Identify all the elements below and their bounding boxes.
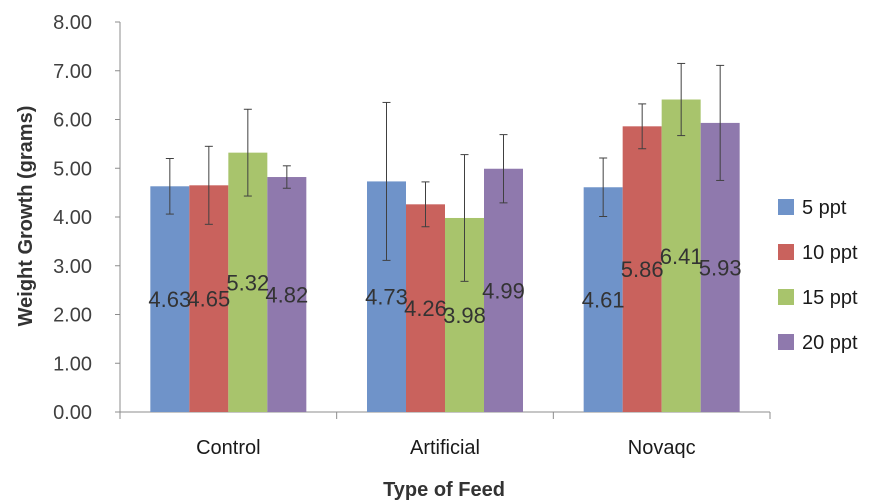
bar [150,186,190,412]
legend: 5 ppt 10 ppt 15 ppt 20 ppt [778,197,858,354]
legend-label: 10 ppt [802,242,858,264]
y-tick-label: 0.00 [53,402,92,424]
category-label: Novaqc [628,437,696,459]
y-tick-label: 2.00 [53,305,92,327]
bar [622,126,662,412]
data-label: 3.98 [443,303,486,328]
category-label: Artificial [410,437,480,459]
data-labels-group: 4.634.655.324.82 4.734.263.984.99 4.61 5.86… [148,244,741,328]
legend-swatch [778,199,794,215]
data-label: 4.82 [265,283,308,308]
data-label: 4.65 [187,287,230,312]
data-label: 4.63 [148,287,191,312]
y-axis: 0.00 1.00 2.00 3.00 4.00 5.00 6.00 7.00 8.00 [53,12,121,424]
legend-swatch [778,244,794,260]
data-label: 6.41 [660,244,703,269]
y-axis-title: Weight Growth (grams) [15,106,37,327]
bars-group [150,99,740,412]
legend-swatch [778,289,794,305]
y-tick-label: 8.00 [53,12,92,34]
legend-label: 20 ppt [802,332,858,354]
data-label: 4.73 [365,285,408,310]
bar [267,177,307,412]
x-axis: Control Artificial Novaqc [119,411,771,459]
y-tick-label: 3.00 [53,256,92,278]
error-bars-group [165,62,725,282]
bar [661,99,701,412]
legend-label: 5 ppt [802,197,847,219]
data-label: 5.32 [226,270,269,295]
y-tick-label: 7.00 [53,61,92,83]
legend-label: 15 ppt [802,287,858,309]
data-label: 5.86 [621,257,664,282]
x-axis-title: Type of Feed [383,479,505,501]
legend-swatch [778,334,794,350]
data-label: 4.61 [582,288,625,313]
data-label: 4.26 [404,296,447,321]
data-label: 5.93 [699,255,742,280]
bar [583,187,623,412]
category-label: Control [196,437,260,459]
bar [484,168,523,412]
y-tick-label: 4.00 [53,207,92,229]
bar [406,204,445,412]
y-tick-label: 1.00 [53,353,92,375]
y-tick-label: 6.00 [53,110,92,132]
data-label: 4.99 [482,278,525,303]
y-tick-label: 5.00 [53,158,92,180]
